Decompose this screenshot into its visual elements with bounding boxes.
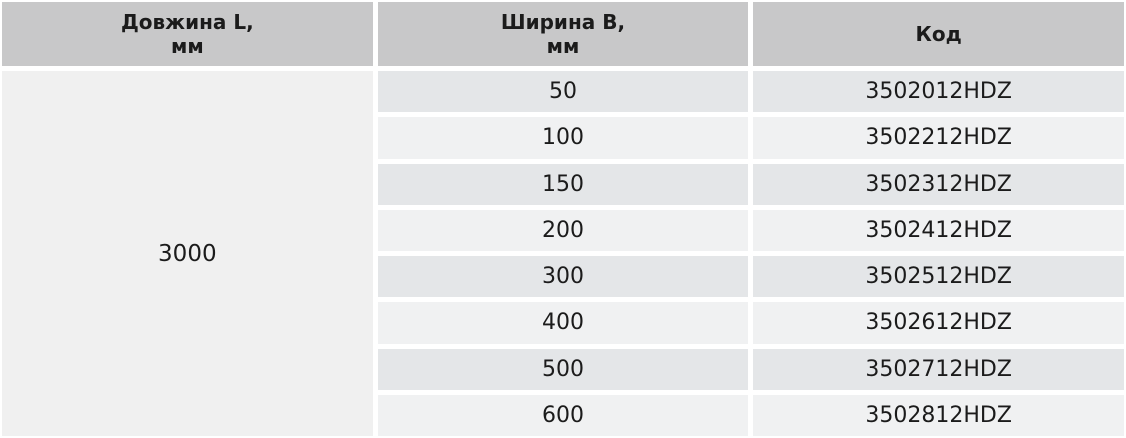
table-row: 3000 50 3502012HDZ <box>2 71 1124 436</box>
column-header-code: Код <box>753 2 1124 66</box>
width-cell: 400 <box>377 302 749 344</box>
code-cell: 3502012HDZ <box>753 71 1124 113</box>
table-row: 400 3502612HDZ <box>2 302 1124 344</box>
table-row: 100 3502212HDZ <box>2 117 1124 159</box>
table-row: 150 3502312HDZ <box>2 163 1124 205</box>
length-value-cell: 3000 <box>2 71 373 436</box>
width-cell: 200 <box>377 209 749 251</box>
code-cell: 3502212HDZ <box>753 117 1124 159</box>
table-row: 200 3502412HDZ <box>2 209 1124 251</box>
code-cell: 3502712HDZ <box>753 348 1124 390</box>
header-row: Довжина L, мм Ширина B, мм Код <box>2 2 1124 66</box>
table-body: 3000 50 3502012HDZ 100 3502212HDZ 150 35… <box>2 71 1124 436</box>
width-cell: 300 <box>377 256 749 298</box>
width-cell: 500 <box>377 348 749 390</box>
table-row: 300 3502512HDZ <box>2 256 1124 298</box>
code-cell: 3502412HDZ <box>753 209 1124 251</box>
table-header: Довжина L, мм Ширина B, мм Код <box>2 2 1124 66</box>
column-header-length: Довжина L, мм <box>2 2 373 66</box>
code-cell: 3502612HDZ <box>753 302 1124 344</box>
width-cell: 50 <box>377 71 749 113</box>
code-cell: 3502312HDZ <box>753 163 1124 205</box>
width-cell: 150 <box>377 163 749 205</box>
code-cell: 3502812HDZ <box>753 394 1124 436</box>
width-cell: 600 <box>377 394 749 436</box>
column-header-width: Ширина B, мм <box>377 2 749 66</box>
code-cell: 3502512HDZ <box>753 256 1124 298</box>
width-cell: 100 <box>377 117 749 159</box>
table-row: 500 3502712HDZ <box>2 348 1124 390</box>
table-row: 600 3502812HDZ <box>2 394 1124 436</box>
